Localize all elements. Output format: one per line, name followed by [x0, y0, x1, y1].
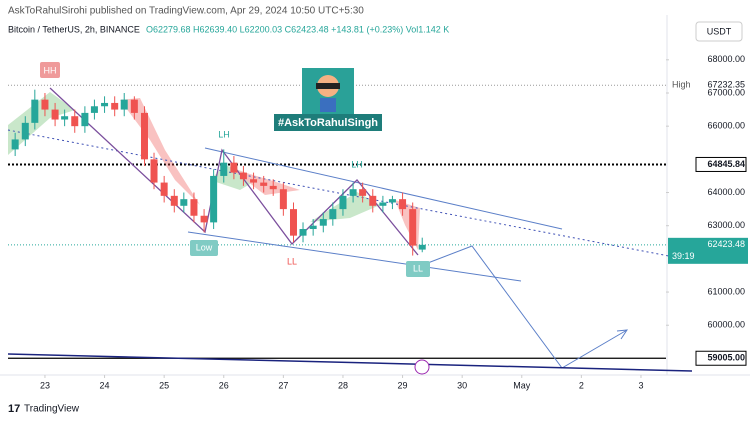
- candle-body: [21, 122, 29, 140]
- candle-body: [319, 219, 327, 226]
- candle-body: [31, 99, 39, 123]
- candle-body: [71, 116, 79, 127]
- lh-label: LH: [351, 159, 363, 169]
- level-name: High: [672, 80, 691, 90]
- x-tick-label: 30: [457, 380, 467, 390]
- candle-body: [250, 179, 258, 183]
- candle-body: [210, 175, 218, 223]
- candle-body: [309, 225, 317, 230]
- candle-body: [339, 195, 347, 210]
- x-tick-label: May: [513, 380, 531, 390]
- level-value: 59005.00: [707, 353, 745, 363]
- candle-body: [418, 244, 426, 250]
- badge-box: [274, 114, 382, 131]
- x-tick-label: 27: [278, 380, 288, 390]
- y-tick-label: 66000.00: [707, 121, 745, 131]
- candle-body: [269, 185, 277, 190]
- hh-label: HH: [44, 65, 57, 75]
- symbol: Bitcoin / TetherUS, 2h, BINANCE: [8, 24, 140, 34]
- candle-body: [260, 182, 268, 186]
- x-tick-label: 28: [338, 380, 348, 390]
- candle-body: [289, 209, 297, 236]
- badge: #AskToRahulSingh: [278, 117, 378, 129]
- y-tick-label: 68000.00: [707, 54, 745, 64]
- candle-body: [120, 99, 128, 110]
- x-tick-label: 3: [638, 380, 643, 390]
- candle-body: [369, 195, 377, 206]
- candle-body: [180, 199, 188, 206]
- x-tick-label: 25: [159, 380, 169, 390]
- candle-body: [41, 99, 49, 110]
- brand: TradingView: [24, 404, 80, 415]
- low-box: [190, 240, 218, 256]
- candle-body: [81, 112, 89, 127]
- candle-body: [379, 202, 387, 206]
- countdown: 39:19: [672, 251, 695, 261]
- drawings: [7, 87, 693, 372]
- y-tick-label: 61000.00: [707, 286, 745, 296]
- ll-box: [406, 261, 430, 277]
- candle-body: [230, 162, 238, 173]
- candle-body: [11, 139, 19, 150]
- currency-box[interactable]: [695, 21, 743, 42]
- candle-body: [409, 209, 417, 246]
- y-tick-label: 64000.00: [707, 187, 745, 197]
- candle-body: [51, 109, 59, 120]
- candle-body: [111, 102, 119, 110]
- x-tick-label: 29: [398, 380, 408, 390]
- candle-body: [140, 112, 148, 160]
- candle-body: [130, 99, 138, 113]
- last-price: 62423.48: [707, 239, 745, 249]
- currency[interactable]: USDT: [707, 26, 732, 36]
- candle-body: [359, 189, 367, 196]
- x-tick-label: 2: [579, 380, 584, 390]
- candle-body: [90, 106, 98, 113]
- avatar: [302, 68, 354, 114]
- candle-body: [200, 215, 208, 223]
- candle-body: [388, 199, 396, 203]
- ohlc: O62279.68 H62639.40 L62200.03 C62423.48 …: [146, 24, 449, 34]
- level-box: [695, 350, 747, 366]
- candle-body: [299, 229, 307, 236]
- y-tick-label: 63000.00: [707, 220, 745, 230]
- hh-box: [40, 62, 60, 78]
- y-tick-label: 60000.00: [707, 320, 745, 330]
- candle-body: [101, 102, 109, 107]
- candle-body: [349, 189, 357, 196]
- candle-body: [160, 182, 168, 196]
- x-tick-label: 23: [40, 380, 50, 390]
- level-value: 67232.35: [707, 80, 745, 90]
- publisher: AskToRahulSirohi published on TradingVie…: [8, 6, 364, 17]
- candle-body: [190, 199, 198, 216]
- ll-label: LL: [413, 263, 423, 273]
- candle-body: [150, 159, 158, 183]
- ll-label: LL: [287, 256, 297, 266]
- candle-body: [279, 189, 287, 210]
- level-value: 64845.84: [707, 159, 745, 169]
- candle-body: [329, 209, 337, 220]
- x-tick-label: 24: [100, 380, 110, 390]
- candle-body: [61, 116, 69, 120]
- lh-label: LH: [218, 129, 230, 139]
- x-tick-label: 26: [219, 380, 229, 390]
- candle-body: [399, 199, 407, 210]
- y-tick-label: 67000.00: [707, 87, 745, 97]
- candle-body: [170, 195, 178, 206]
- last-price-box: [668, 237, 748, 264]
- candle-body: [239, 172, 247, 180]
- low-label: Low: [196, 242, 213, 252]
- candle-body: [220, 162, 228, 176]
- level-box: [695, 156, 747, 172]
- event-icon[interactable]: [414, 359, 430, 375]
- brand-logo: 17: [8, 403, 20, 415]
